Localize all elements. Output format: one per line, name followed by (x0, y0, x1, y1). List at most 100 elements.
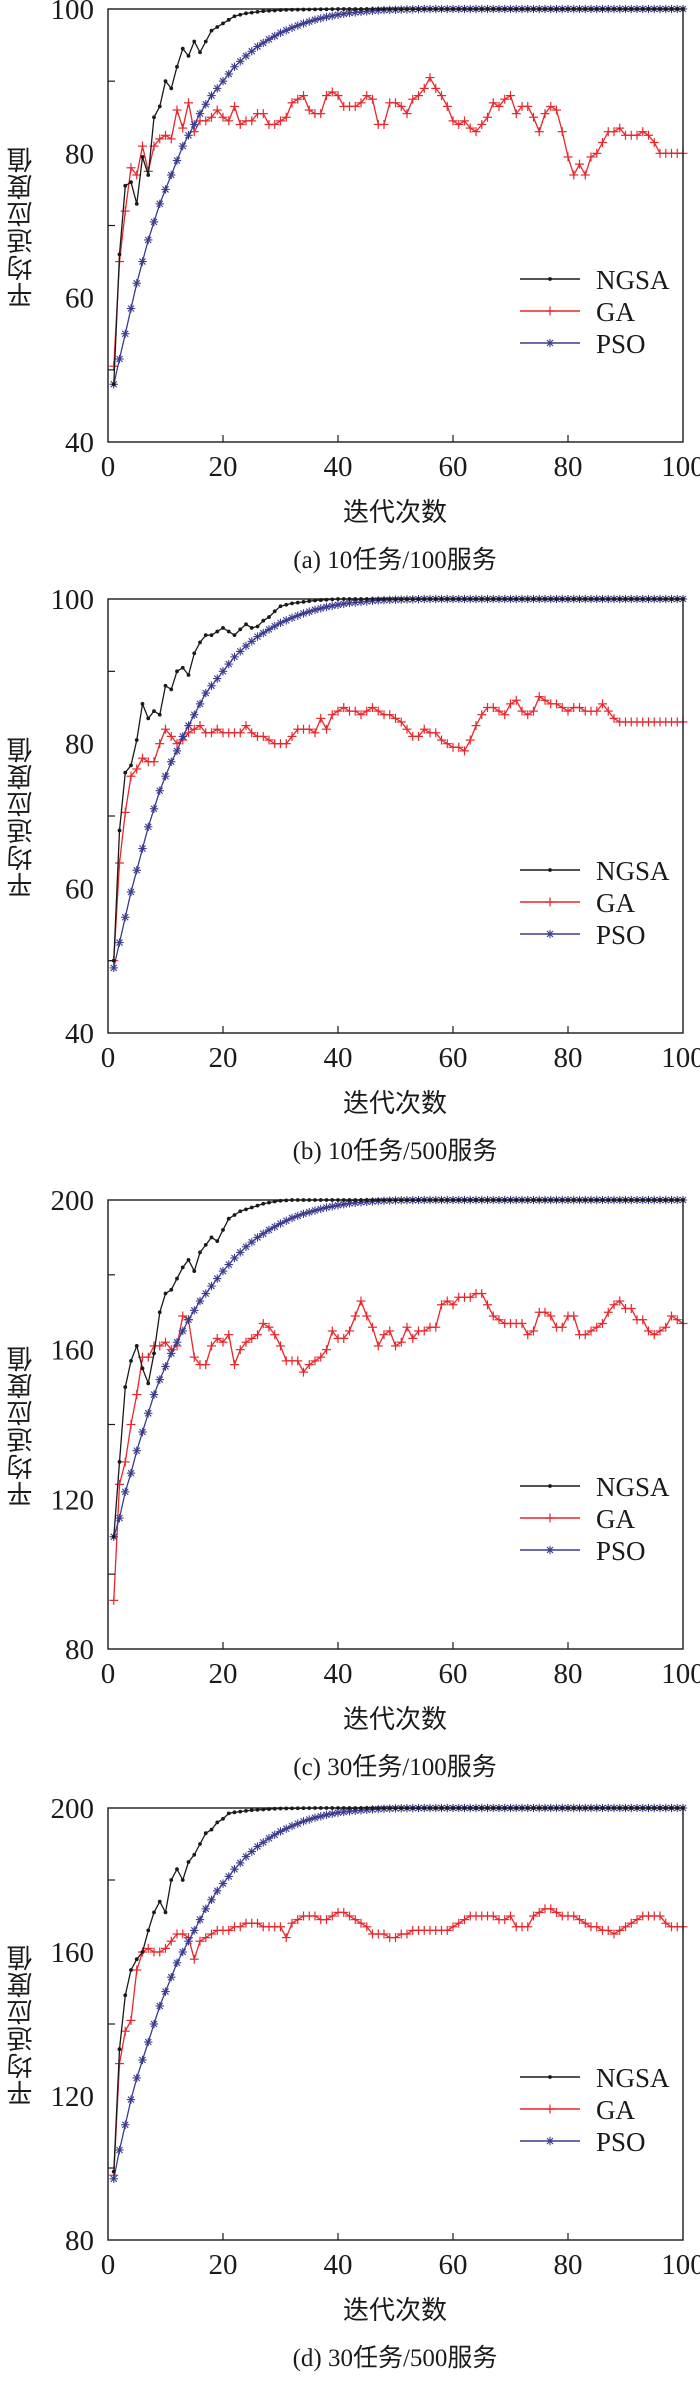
y-tick-label: 80 (65, 2225, 94, 2257)
data-point-pso (213, 1274, 222, 1283)
data-point-ngsa (134, 738, 139, 742)
legend-marker-pso (545, 338, 555, 348)
data-point-ga (368, 1322, 377, 1332)
data-point-ga (523, 710, 533, 720)
data-point-ga (511, 109, 521, 119)
data-point-pso (259, 38, 268, 48)
data-point-ga (109, 1595, 119, 1605)
data-point-pso (149, 2019, 159, 2029)
data-point-ga (379, 119, 389, 129)
data-point-ga (299, 91, 308, 101)
data-point-pso (149, 804, 159, 813)
data-point-ngsa (129, 763, 133, 768)
data-point-ga (615, 123, 625, 133)
data-point-ga (609, 1300, 619, 1310)
data-point-pso (155, 199, 164, 209)
data-point-pso (328, 1202, 337, 1211)
data-point-ga (373, 1341, 383, 1351)
data-point-ga (448, 1300, 458, 1310)
data-point-ga (477, 710, 487, 720)
data-point-ga (488, 703, 498, 712)
data-point-pso (218, 1879, 228, 1888)
data-point-pso (190, 710, 199, 719)
data-point-ga (379, 1929, 389, 1939)
data-point-ngsa (117, 252, 122, 257)
series-ga (109, 692, 688, 966)
series-line-ga (113, 76, 683, 367)
data-point-ga (201, 1933, 211, 1943)
data-point-ga (523, 1330, 533, 1340)
data-point-ngsa (226, 1811, 231, 1816)
data-point-ga (598, 699, 607, 709)
data-point-ga (350, 1915, 360, 1925)
data-point-ga (299, 1367, 308, 1377)
data-point-pso (161, 1362, 170, 1371)
x-tick-label: 20 (209, 1658, 238, 1690)
data-point-ga (339, 1907, 349, 1917)
data-point-pso (299, 1817, 308, 1826)
data-point-ga (655, 1326, 665, 1336)
data-point-ngsa (192, 651, 197, 656)
data-point-ga (201, 1360, 211, 1370)
data-point-ga (178, 123, 188, 133)
data-point-pso (316, 14, 325, 23)
data-point-ga (109, 361, 119, 371)
data-point-ga (419, 1326, 429, 1336)
data-point-ga (454, 119, 464, 129)
data-point-ngsa (272, 609, 277, 614)
data-point-ga (609, 713, 619, 723)
data-point-ga (580, 1330, 590, 1340)
legend-marker-ngsa (548, 1484, 552, 1488)
figure-caption: (a) 10任务/100服务 (293, 547, 497, 574)
data-point-ga (437, 735, 446, 745)
data-point-ga (368, 703, 377, 712)
data-point-ga (391, 1341, 400, 1351)
data-point-ga (362, 1922, 372, 1932)
data-point-ga (276, 116, 285, 126)
data-point-ga (241, 721, 251, 731)
data-point-ga (603, 706, 613, 716)
x-tick-label: 100 (661, 1042, 700, 1074)
data-point-ngsa (123, 1385, 128, 1389)
legend-marker-ngsa (548, 277, 552, 281)
data-point-ngsa (134, 1957, 139, 1962)
data-point-ga (442, 1296, 452, 1306)
data-point-ga (333, 706, 343, 716)
data-point-pso (259, 1838, 268, 1847)
data-point-ngsa (244, 11, 248, 16)
data-point-pso (207, 1895, 216, 1904)
data-point-pso (230, 62, 239, 71)
data-point-ga (557, 1322, 567, 1332)
data-point-ngsa (186, 1257, 191, 1262)
data-point-ga (632, 130, 642, 140)
y-axis-title: 平均适应度值 (7, 1944, 36, 2106)
data-point-pso (184, 1937, 193, 1946)
data-point-ga (310, 1911, 320, 1921)
series-line-ga (113, 1292, 684, 1601)
series-line-ngsa (113, 8, 683, 385)
data-point-ngsa (226, 17, 231, 22)
y-tick-label: 200 (51, 1793, 95, 1825)
data-point-ngsa (152, 115, 156, 120)
data-point-pso (270, 1222, 279, 1231)
data-point-ga (322, 91, 331, 101)
x-tick-label: 80 (554, 1042, 583, 1074)
data-point-ga (241, 1337, 251, 1347)
series-ga (109, 1904, 688, 2180)
data-point-ga (253, 1330, 262, 1340)
data-point-ga (500, 1915, 510, 1925)
data-point-ngsa (169, 1287, 174, 1292)
data-point-ngsa (129, 1968, 133, 1972)
data-point-ga (356, 710, 366, 720)
data-point-pso (190, 1306, 199, 1315)
data-point-ngsa (209, 1235, 214, 1240)
data-point-ngsa (163, 79, 168, 84)
data-point-pso (259, 1229, 268, 1238)
data-point-pso (178, 1326, 187, 1336)
data-point-pso (253, 42, 262, 51)
data-point-ga (178, 1929, 188, 1939)
data-point-ga (672, 1315, 682, 1325)
data-point-pso (247, 637, 256, 646)
data-point-ga (592, 1322, 602, 1332)
